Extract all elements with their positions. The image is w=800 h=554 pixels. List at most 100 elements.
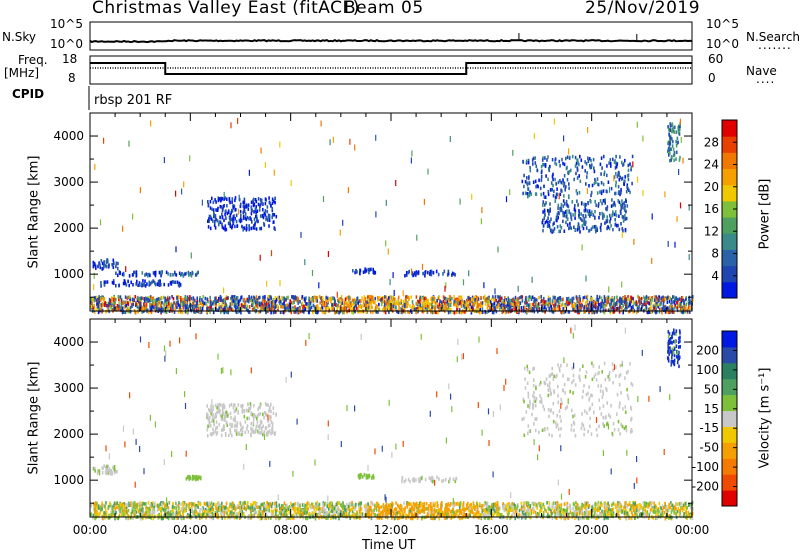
power-data-pixel — [242, 228, 244, 232]
power-data-pixel — [193, 309, 195, 314]
power-data-pixel — [322, 300, 324, 304]
power-data-pixel — [676, 306, 679, 310]
power-data-pixel — [486, 306, 489, 310]
power-data-pixel — [244, 212, 247, 216]
power-data-pixel — [214, 198, 216, 202]
power-data-pixel — [532, 156, 535, 161]
power-noise-pixel — [201, 199, 203, 206]
power-data-pixel — [469, 297, 471, 301]
power-data-pixel — [655, 310, 657, 315]
power-data-pixel — [398, 306, 400, 310]
power-data-pixel — [555, 215, 558, 220]
power-data-pixel — [184, 297, 187, 301]
power-noise-pixel — [642, 190, 644, 197]
power-data-pixel — [270, 204, 272, 208]
power-data-pixel — [384, 310, 387, 315]
velocity-data-pixel — [603, 505, 606, 509]
power-data-pixel — [549, 297, 551, 301]
velocity-data-pixel — [678, 513, 681, 517]
power-noise-pixel — [411, 150, 413, 157]
power-data-pixel — [619, 202, 622, 207]
power-data-pixel — [545, 174, 547, 178]
power-data-pixel — [578, 209, 580, 213]
power-data-pixel — [373, 300, 375, 305]
power-data-pixel — [534, 179, 537, 184]
power-data-pixel — [433, 310, 435, 314]
power-data-pixel — [104, 264, 107, 268]
power-data-pixel — [124, 279, 126, 283]
power-data-pixel — [237, 306, 239, 310]
power-data-pixel — [221, 212, 223, 217]
power-data-pixel — [544, 163, 547, 167]
power-data-pixel — [456, 308, 458, 312]
power-data-pixel — [226, 197, 228, 201]
power-data-pixel — [302, 305, 304, 310]
power-data-pixel — [523, 173, 525, 178]
freq-panel — [89, 55, 693, 85]
power-data-pixel — [231, 225, 233, 230]
power-data-pixel — [165, 305, 168, 310]
power-noise-pixel — [230, 122, 232, 129]
power-data-pixel — [353, 302, 355, 306]
power-data-pixel — [615, 164, 618, 169]
power-data-pixel — [258, 296, 260, 300]
velocity-data-pixel — [275, 501, 278, 505]
velocity-data-pixel — [474, 507, 476, 511]
power-noise-pixel — [139, 187, 141, 194]
power-data-pixel — [648, 310, 650, 314]
power-data-pixel — [338, 300, 340, 304]
velocity-data-pixel — [442, 513, 444, 518]
power-data-pixel — [613, 303, 615, 308]
power-data-pixel — [586, 209, 589, 213]
power-data-pixel — [642, 295, 645, 299]
power-data-pixel — [423, 304, 426, 308]
velocity-data-pixel — [585, 516, 588, 520]
power-data-pixel — [274, 310, 276, 314]
power-data-pixel — [250, 298, 252, 303]
power-data-pixel — [619, 297, 621, 302]
cpid-value: rbsp 201 RF — [94, 93, 173, 108]
power-data-pixel — [426, 298, 428, 303]
velocity-data-pixel — [102, 511, 105, 515]
power-data-pixel — [165, 298, 168, 303]
power-data-pixel — [589, 308, 592, 312]
power-data-pixel — [589, 300, 591, 305]
velocity-data-pixel — [157, 516, 160, 520]
freq-tick-bottom: 8 — [68, 71, 76, 85]
power-data-pixel — [508, 301, 510, 305]
power-data-pixel — [215, 200, 217, 204]
velocity-data-pixel — [316, 512, 319, 517]
power-data-pixel — [569, 221, 571, 226]
power-data-pixel — [207, 200, 209, 204]
power-data-pixel — [641, 304, 643, 309]
power-data-pixel — [231, 200, 233, 204]
power-data-pixel — [573, 303, 575, 308]
power-data-pixel — [110, 296, 113, 300]
power-data-pixel — [270, 303, 273, 307]
power-data-pixel — [445, 303, 447, 308]
power-data-pixel — [365, 304, 368, 308]
power-data-pixel — [673, 310, 675, 314]
power-data-pixel — [408, 310, 411, 315]
power-data-pixel — [171, 295, 173, 299]
power-data-pixel — [107, 259, 109, 263]
power-data-pixel — [573, 177, 575, 182]
power-data-pixel — [385, 308, 387, 312]
power-data-pixel — [215, 218, 218, 222]
power-data-pixel — [425, 304, 427, 308]
power-data-pixel — [441, 307, 443, 312]
power-data-pixel — [606, 205, 609, 209]
power-data-pixel — [252, 301, 254, 306]
power-data-pixel — [372, 267, 374, 272]
power-data-pixel — [584, 169, 586, 173]
power-data-pixel — [308, 296, 310, 301]
power-data-pixel — [257, 302, 260, 306]
power-data-pixel — [255, 210, 257, 215]
power-data-pixel — [487, 300, 489, 304]
power-noise-pixel — [132, 213, 134, 220]
power-data-pixel — [453, 295, 455, 299]
power-data-pixel — [613, 212, 616, 217]
power-data-pixel — [607, 300, 609, 304]
power-data-pixel — [670, 298, 673, 302]
velocity-data-pixel — [116, 505, 118, 510]
